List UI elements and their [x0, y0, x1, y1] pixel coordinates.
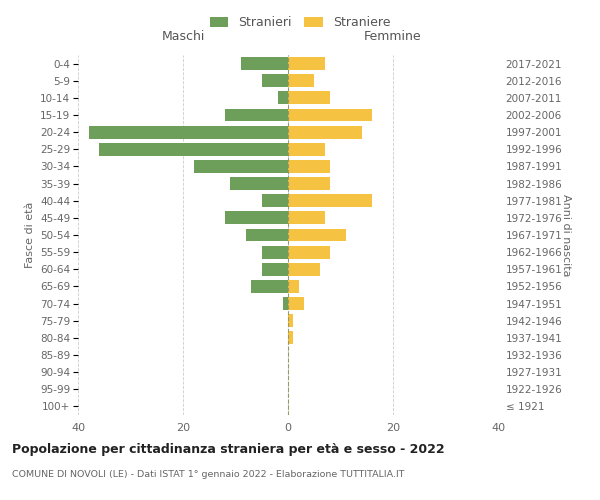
Bar — [288, 263, 320, 276]
Y-axis label: Anni di nascita: Anni di nascita — [561, 194, 571, 276]
Bar — [288, 280, 299, 293]
Bar — [262, 194, 288, 207]
Y-axis label: Fasce di età: Fasce di età — [25, 202, 35, 268]
Bar — [288, 92, 330, 104]
Bar — [288, 177, 330, 190]
Bar — [193, 160, 288, 173]
Bar — [225, 108, 288, 122]
Text: Femmine: Femmine — [364, 30, 422, 43]
Bar — [288, 297, 304, 310]
Bar — [288, 246, 330, 258]
Bar — [262, 246, 288, 258]
Bar — [99, 143, 288, 156]
Bar — [88, 126, 288, 138]
Bar — [230, 177, 288, 190]
Bar — [288, 57, 325, 70]
Text: Popolazione per cittadinanza straniera per età e sesso - 2022: Popolazione per cittadinanza straniera p… — [12, 442, 445, 456]
Bar — [246, 228, 288, 241]
Bar — [288, 108, 372, 122]
Bar — [288, 228, 346, 241]
Bar — [251, 280, 288, 293]
Bar — [288, 194, 372, 207]
Bar — [262, 263, 288, 276]
Bar — [288, 160, 330, 173]
Bar — [277, 92, 288, 104]
Bar — [288, 314, 293, 327]
Bar — [241, 57, 288, 70]
Bar — [288, 74, 314, 87]
Text: COMUNE DI NOVOLI (LE) - Dati ISTAT 1° gennaio 2022 - Elaborazione TUTTITALIA.IT: COMUNE DI NOVOLI (LE) - Dati ISTAT 1° ge… — [12, 470, 404, 479]
Bar — [262, 74, 288, 87]
Bar — [288, 332, 293, 344]
Bar — [288, 212, 325, 224]
Legend: Stranieri, Straniere: Stranieri, Straniere — [205, 11, 395, 34]
Bar — [283, 297, 288, 310]
Bar — [225, 212, 288, 224]
Bar — [288, 143, 325, 156]
Bar — [288, 126, 361, 138]
Text: Maschi: Maschi — [161, 30, 205, 43]
